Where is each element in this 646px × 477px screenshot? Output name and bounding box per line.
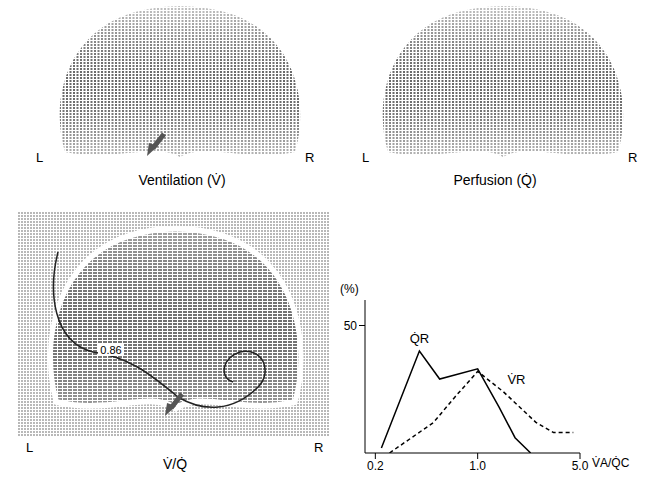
svg-text:1.0: 1.0 — [469, 459, 486, 473]
html-text:R: R — [314, 440, 324, 455]
html-text:Ventilation (V̇): Ventilation (V̇) — [138, 172, 226, 188]
html-text:Perfusion (Q̇): Perfusion (Q̇) — [453, 172, 537, 188]
svg-text:5.0: 5.0 — [572, 459, 589, 473]
svg-text:Q̇R: Q̇R — [410, 331, 430, 346]
svg-text:V̇R: V̇R — [507, 372, 525, 387]
html-text:V̇A/Q̇C: V̇A/Q̇C — [592, 456, 630, 470]
html-text:L: L — [362, 150, 370, 165]
html-text:R: R — [628, 150, 638, 165]
html-text:V̇/Q̇: V̇/Q̇ — [162, 456, 188, 472]
html-text:R: R — [305, 150, 315, 165]
html-text:L: L — [26, 440, 34, 455]
svg-text:0.2: 0.2 — [367, 459, 384, 473]
html-text:L: L — [36, 150, 44, 165]
svg-text:50: 50 — [344, 319, 358, 333]
svg-text:0.86: 0.86 — [100, 344, 121, 356]
